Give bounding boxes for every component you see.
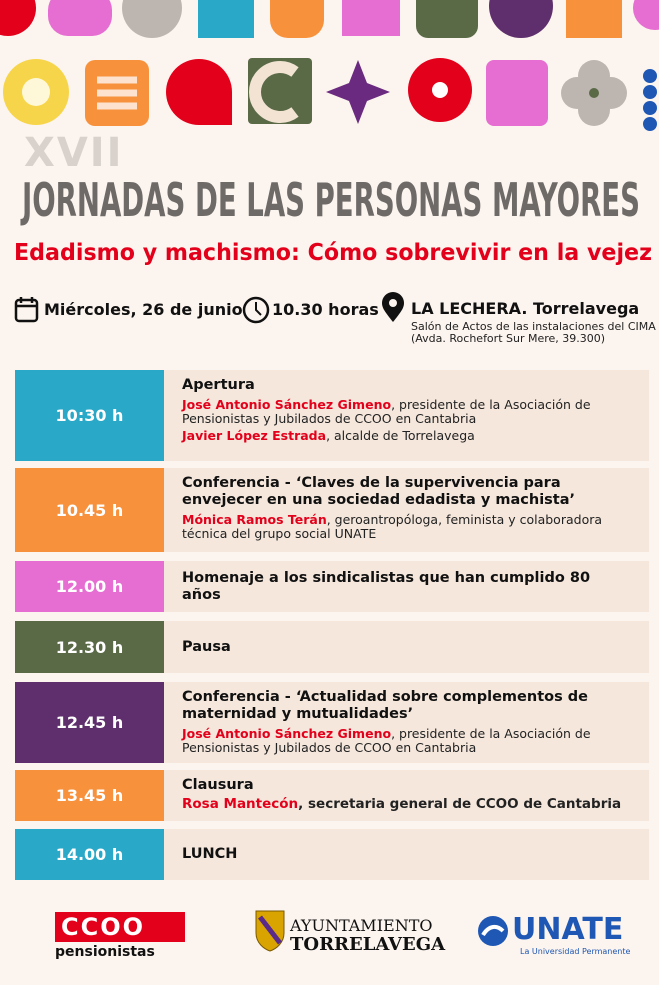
ccoo-logo: CCOO (55, 912, 185, 942)
unate-logo: UNATE (512, 912, 624, 947)
speaker: Rosa Mantecón, secretaria general de CCO… (182, 796, 629, 812)
speaker: José Antonio Sánchez Gimeno, presidente … (182, 398, 629, 425)
row-body: Conferencia - ‘Actualidad sobre compleme… (164, 682, 649, 763)
address: (Avda. Rochefort Sur Mere, 39.300) (411, 332, 606, 345)
date: Miércoles, 26 de junio (44, 300, 243, 319)
row-title: Apertura (182, 377, 255, 393)
speaker-role: , geroantropóloga, feminista y colaborad… (182, 512, 603, 541)
row-time: 10.45 h (15, 468, 164, 552)
unate-icon (478, 916, 508, 946)
row-body: Clausura Rosa Mantecón, secretaria genera… (164, 770, 649, 821)
speaker-name: Rosa Mantecón (182, 796, 299, 812)
row-time: 14.00 h (15, 829, 164, 880)
speaker-name: José Antonio Sánchez Gimeno (182, 726, 392, 741)
edition: XVII (24, 130, 124, 176)
unate-sub: La Universidad Permanente (520, 947, 631, 956)
ccoo-sub: pensionistas (55, 944, 155, 960)
title-box: JORNADAS DE LAS PERSONAS MAYORES (20, 173, 640, 227)
row-time: 13.45 h (15, 770, 164, 821)
row-body: Apertura José Antonio Sánchez Gimeno, pre… (164, 370, 649, 461)
row-body: Pausa (164, 621, 649, 673)
row-body: LUNCH (164, 829, 649, 880)
speaker-name: Javier López Estrada (182, 428, 327, 443)
subtitle-box: Edadismo y machismo: Cómo sobrevivir en … (14, 240, 652, 266)
speaker-name: Mónica Ramos Terán (182, 512, 327, 527)
row-title: Homenaje a los sindicalistas que han cum… (182, 569, 591, 603)
speaker-role: , alcalde de Torrelavega (326, 428, 475, 443)
ayto-top: AYUNTAMIENTO (290, 916, 433, 935)
row-time: 10:30 h (15, 370, 164, 461)
place: LA LECHERA. Torrelavega (411, 299, 640, 318)
detail-icons (14, 292, 404, 324)
row-title: Pausa (182, 638, 231, 655)
speaker-name: José Antonio Sánchez Gimeno (182, 397, 392, 412)
row-title: Clausura (182, 777, 254, 793)
speaker: Mónica Ramos Terán, geroantropóloga, fem… (182, 513, 629, 540)
row-time: 12.30 h (15, 621, 164, 673)
subtitle: Edadismo y machismo: Cómo sobrevivir en … (14, 240, 652, 266)
title: JORNADAS DE LAS PERSONAS MAYORES (20, 173, 640, 227)
speaker-role: , presidente de la Asociación de Pension… (182, 726, 591, 755)
row-title: Conferencia - ‘Claves de la supervivenci… (182, 475, 576, 508)
speaker-role: , presidente de la Asociación de Pension… (182, 397, 591, 426)
speaker-role: , secretaria general de CCOO de Cantabri… (298, 796, 622, 812)
row-title: Conferencia - ‘Actualidad sobre compleme… (182, 689, 588, 722)
speaker: Javier López Estrada, alcalde de Torrela… (182, 429, 629, 443)
row-title: LUNCH (182, 846, 238, 862)
venue: Salón de Actos de las instalaciones del … (411, 320, 656, 333)
row-time: 12.00 h (15, 561, 164, 612)
row-time: 12.45 h (15, 682, 164, 763)
ayto-bottom: TORRELAVEGA (290, 934, 446, 955)
time: 10.30 horas (272, 300, 379, 319)
row-body: Conferencia - ‘Claves de la supervivenci… (164, 468, 649, 552)
row-body: Homenaje a los sindicalistas que han cum… (164, 561, 649, 612)
ayto-shield (255, 910, 285, 952)
decorative-shapes (0, 0, 659, 131)
speaker: José Antonio Sánchez Gimeno, presidente … (182, 727, 629, 754)
